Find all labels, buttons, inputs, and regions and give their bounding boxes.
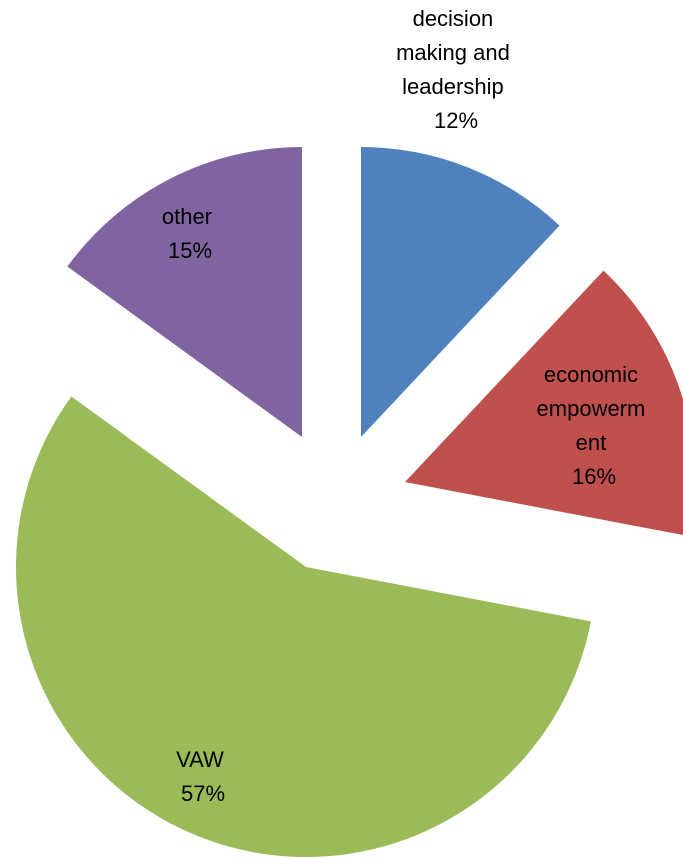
slice-label-line: decision bbox=[413, 6, 494, 31]
slice-label-line: ent bbox=[576, 430, 607, 455]
slice-label-line: making and bbox=[396, 40, 510, 65]
slice-group-decision-making: decision making and leadership 12% bbox=[361, 6, 560, 437]
pie-slice-economic-empowerment bbox=[405, 270, 683, 536]
slice-label-vaw: VAW 57% bbox=[176, 747, 230, 806]
slice-percent-label: 12% bbox=[434, 108, 478, 133]
slice-label-economic-empowerment: economic empowerm ent 16% bbox=[537, 362, 652, 489]
slice-label-line: other bbox=[162, 204, 212, 229]
slice-label-decision-making: decision making and leadership 12% bbox=[396, 6, 516, 133]
slice-label-other: other 15% bbox=[162, 204, 218, 263]
slice-label-line: empowerm bbox=[537, 396, 646, 421]
slice-group-vaw: VAW 57% bbox=[15, 396, 591, 858]
pie-slice-decision-making bbox=[361, 147, 560, 437]
slice-percent-label: 16% bbox=[572, 464, 616, 489]
pie-slice-other bbox=[67, 147, 302, 437]
slice-group-economic-empowerment: economic empowerm ent 16% bbox=[405, 270, 683, 536]
pie-slice-vaw bbox=[15, 396, 591, 858]
slice-percent-label: 57% bbox=[181, 781, 225, 806]
slice-label-line: leadership bbox=[402, 74, 504, 99]
slice-percent-label: 15% bbox=[168, 238, 212, 263]
slice-group-other: other 15% bbox=[67, 147, 302, 437]
slice-label-line: VAW bbox=[176, 747, 224, 772]
slice-label-line: economic bbox=[544, 362, 638, 387]
